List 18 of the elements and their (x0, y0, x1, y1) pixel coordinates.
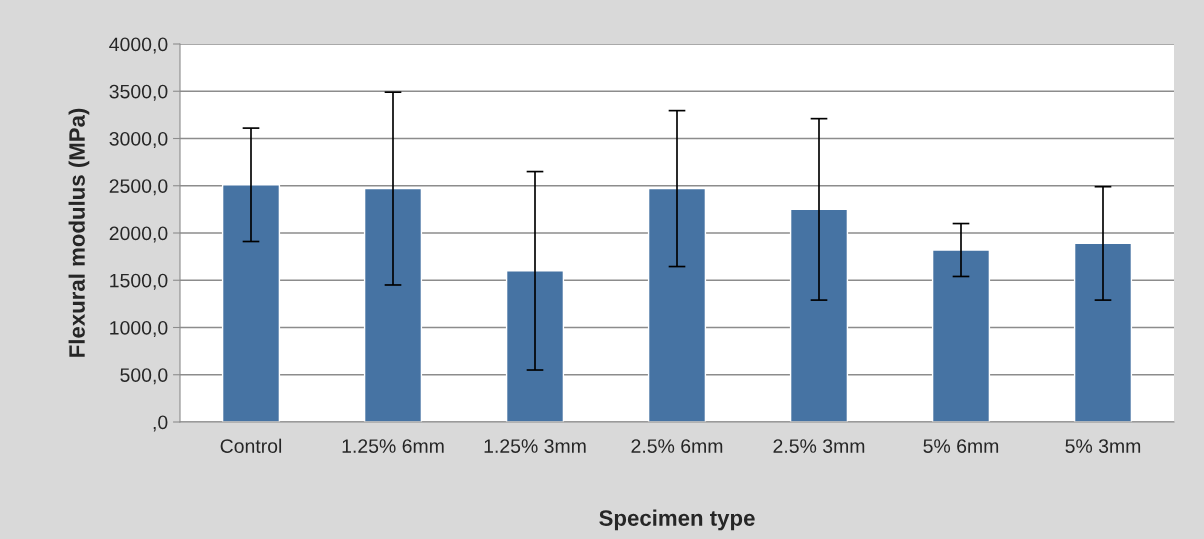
y-tick-label: 3000,0 (109, 131, 168, 149)
x-tick-label: 2.5% 3mm (773, 439, 865, 453)
y-tick-label: 1500,0 (110, 273, 168, 290)
y-axis-title: Flexural modulus (MPa) (68, 108, 90, 357)
x-tick-label: 2.5% 6mm (631, 439, 723, 453)
x-tick-label: 1.25% 3mm (484, 439, 586, 453)
x-tick-label: 1.25% 6mm (342, 439, 444, 453)
y-tick-label: 3500,0 (109, 84, 168, 101)
x-tick-label: 5% 6mm (923, 439, 999, 453)
y-tick-label: 2000,0 (109, 226, 168, 243)
y-tick-label: 1000,0 (110, 320, 168, 338)
x-axis-title: Specimen type (599, 509, 755, 531)
y-tick-label: 4000,0 (109, 37, 168, 54)
y-tick-label: ,0 (153, 415, 168, 432)
y-tick-label: 2500,0 (109, 179, 168, 196)
y-tick-label: 500,0 (120, 368, 168, 385)
x-tick-label: 5% 3mm (1065, 439, 1141, 453)
x-tick-label: Control (220, 438, 282, 453)
